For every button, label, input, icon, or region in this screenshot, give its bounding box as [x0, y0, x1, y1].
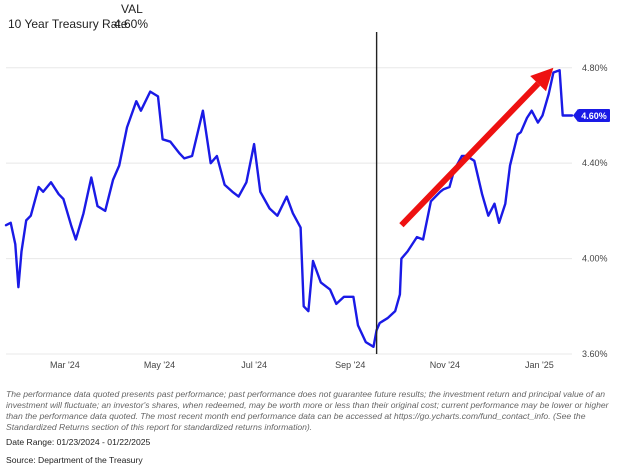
x-tick-label: Nov '24: [430, 360, 460, 370]
series-line-10y-treasury: [4, 69, 574, 348]
y-tick-label: 4.40%: [582, 158, 608, 168]
legend-value-header: VAL: [121, 2, 143, 16]
source-text: Source: Department of the Treasury: [6, 455, 143, 465]
x-tick-label: Mar '24: [50, 360, 80, 370]
disclaimer-text: The performance data quoted presents pas…: [6, 389, 609, 432]
trend-arrow-shaft: [399, 81, 541, 228]
last-value-badge-label: 4.60%: [581, 111, 607, 121]
date-range-text: Date Range: 01/23/2024 - 01/22/2025: [6, 437, 151, 447]
y-tick-label: 3.60%: [582, 349, 608, 359]
x-tick-label: Sep '24: [335, 360, 365, 370]
y-tick-label: 4.00%: [582, 254, 608, 264]
last-value-badge-pointer: [573, 108, 578, 122]
x-tick-label: May '24: [144, 360, 175, 370]
line-chart: 3.60% 4.00% 4.40% 4.80% Mar '24 May '24 Jul '2…: [4, 32, 610, 370]
x-tick-label: Jul '24: [241, 360, 267, 370]
legend-series-name: 10 Year Treasury Rate: [8, 17, 128, 31]
trend-arrow-head: [530, 67, 554, 92]
legend-series-value: 4.60%: [114, 17, 149, 31]
last-value-badge: [578, 108, 610, 122]
y-tick-label: 4.80%: [582, 63, 608, 73]
x-tick-label: Jan '25: [525, 360, 554, 370]
